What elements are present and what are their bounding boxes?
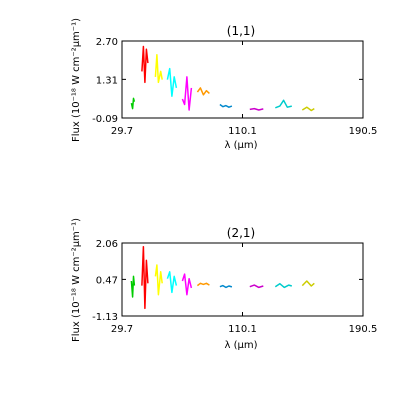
series-layer	[130, 245, 315, 310]
chart-panel-1: (1,1) 29.7 110.1 190.5 -0.09 1.31 2.70 λ (μm)…	[71, 18, 377, 151]
tick-layer: 29.7 110.1 190.5 -0.09 1.31 2.70	[92, 37, 377, 137]
x-tick-label: 110.1	[228, 324, 257, 335]
series-line-6	[196, 282, 210, 287]
series-line-2	[141, 245, 149, 310]
series-line-9	[275, 99, 292, 109]
series-line-1	[130, 97, 136, 110]
y-tick-label: -1.13	[92, 312, 118, 323]
series-line-1	[130, 275, 136, 298]
series-line-7	[219, 284, 233, 289]
series-line-4	[166, 67, 178, 97]
chart-title: (1,1)	[227, 24, 255, 38]
x-axis-label: λ (μm)	[224, 140, 257, 151]
series-line-8	[249, 284, 264, 289]
series-line-3	[154, 54, 163, 84]
y-axis-label: Flux (10⁻¹⁸ W cm⁻²μm⁻¹)	[71, 218, 82, 342]
x-axis-label: λ (μm)	[224, 340, 257, 351]
y-tick-label: -0.09	[92, 114, 118, 125]
x-tick-label: 190.5	[349, 126, 378, 137]
y-tick-label: 1.31	[96, 75, 118, 86]
y-tick-label: 2.06	[96, 239, 118, 250]
x-tick-label: 110.1	[228, 126, 257, 137]
y-axis-label: Flux (10⁻¹⁸ W cm⁻²μm⁻¹)	[71, 18, 82, 142]
series-line-4	[166, 271, 178, 294]
y-tick-label: 0.47	[96, 275, 118, 286]
series-line-10	[301, 106, 315, 112]
chart-title: (2,1)	[227, 226, 255, 240]
series-layer	[130, 45, 315, 112]
x-tick-label: 29.7	[111, 126, 133, 137]
x-tick-label: 29.7	[111, 324, 133, 335]
y-tick-label: 2.70	[96, 37, 118, 48]
series-line-10	[301, 280, 315, 287]
series-line-9	[274, 282, 293, 289]
series-line-7	[219, 103, 233, 108]
series-line-5	[181, 273, 193, 296]
series-line-2	[141, 45, 149, 84]
series-line-8	[249, 107, 264, 111]
x-tick-label: 190.5	[349, 324, 378, 335]
chart-panel-2: (2,1) 29.7 110.1 190.5 -1.13 0.47 2.06 λ (μm)…	[71, 218, 377, 351]
series-line-3	[154, 264, 163, 296]
series-line-6	[196, 87, 210, 96]
series-line-5	[181, 76, 193, 111]
tick-layer: 29.7 110.1 190.5 -1.13 0.47 2.06	[92, 239, 377, 335]
